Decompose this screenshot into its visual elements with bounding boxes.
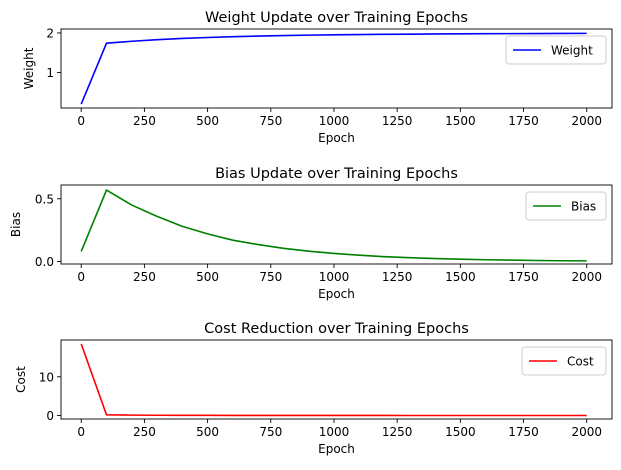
legend-label-weight: Weight xyxy=(551,44,593,58)
series-line-bias xyxy=(80,189,587,262)
series-line-weight xyxy=(80,32,587,105)
x-axis-label: Epoch xyxy=(318,287,355,301)
subplot-2: Bias Update over Training Epochs 0 250 500 7… xyxy=(9,166,613,301)
y-tick-label: 0.0 xyxy=(35,255,54,269)
x-tick-label: 500 xyxy=(196,270,219,284)
plot-frame xyxy=(60,28,613,109)
y-tick-label: 10 xyxy=(39,370,54,384)
subplot-title: Cost Reduction over Training Epochs xyxy=(204,321,469,337)
x-tick-label: 1500 xyxy=(445,425,476,439)
y-axis-label: Bias xyxy=(9,212,23,237)
y-tick-label: 2 xyxy=(46,26,54,40)
x-tick-label: 1750 xyxy=(508,114,539,128)
subplot-1: Weight Update over Training Epochs 0 250 50… xyxy=(22,10,613,145)
x-tick-label: 750 xyxy=(259,425,282,439)
y-tick-label: 1 xyxy=(46,66,54,80)
y-tick-label: 0 xyxy=(46,409,54,423)
x-tick-label: 750 xyxy=(259,270,282,284)
plot-frame xyxy=(60,184,613,265)
legend-box xyxy=(505,35,607,65)
x-tick-label: 0 xyxy=(77,114,85,128)
subplot-title: Weight Update over Training Epochs xyxy=(205,10,468,26)
x-axis-label: Epoch xyxy=(318,442,355,456)
x-tick-label: 250 xyxy=(133,270,156,284)
x-tick-label: 0 xyxy=(77,270,85,284)
legend: Bias xyxy=(525,191,607,221)
legend-label-cost: Cost xyxy=(567,355,594,369)
subplot-3: Cost Reduction over Training Epochs 0 250 5… xyxy=(14,321,613,456)
x-tick-label: 1000 xyxy=(319,425,350,439)
y-axis-label: Cost xyxy=(14,366,28,393)
x-tick-label: 2000 xyxy=(571,270,602,284)
x-tick-label: 1000 xyxy=(319,114,350,128)
legend-label-bias: Bias xyxy=(571,200,596,214)
x-tick-label: 250 xyxy=(133,425,156,439)
subplot-title: Bias Update over Training Epochs xyxy=(215,166,458,182)
x-tick-label: 1500 xyxy=(445,114,476,128)
x-tick-label: 1750 xyxy=(508,270,539,284)
x-tick-label: 1500 xyxy=(445,270,476,284)
x-tick-label: 500 xyxy=(196,114,219,128)
legend: Cost xyxy=(521,346,607,376)
x-tick-label: 1750 xyxy=(508,425,539,439)
x-tick-label: 2000 xyxy=(571,425,602,439)
y-axis-label: Weight xyxy=(22,47,36,89)
x-tick-label: 1250 xyxy=(382,270,413,284)
y-tick-label: 0.5 xyxy=(35,192,54,206)
x-tick-label: 1000 xyxy=(319,270,350,284)
x-tick-label: 1250 xyxy=(382,425,413,439)
x-tick-label: 750 xyxy=(259,114,282,128)
legend-box xyxy=(525,191,607,221)
x-tick-label: 500 xyxy=(196,425,219,439)
x-tick-label: 0 xyxy=(77,425,85,439)
x-tick-label: 1250 xyxy=(382,114,413,128)
x-tick-label: 250 xyxy=(133,114,156,128)
x-axis-label: Epoch xyxy=(318,131,355,145)
legend-box xyxy=(521,346,607,376)
plot-frame xyxy=(60,339,613,420)
legend: Weight xyxy=(505,35,607,65)
x-tick-label: 2000 xyxy=(571,114,602,128)
series-line-cost xyxy=(80,343,587,417)
